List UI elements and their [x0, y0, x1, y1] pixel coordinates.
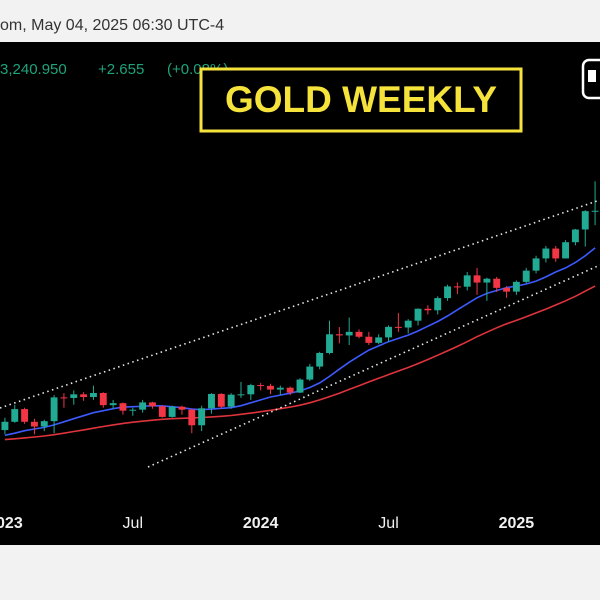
candle-body — [562, 242, 570, 259]
candle-body — [473, 275, 481, 283]
candle-body — [444, 286, 451, 299]
candle-body — [99, 392, 107, 406]
header-bar — [0, 0, 600, 42]
x-tick-label: Jul — [378, 515, 398, 532]
candle-body — [404, 320, 412, 328]
price: 3,240.950 — [0, 61, 67, 78]
candle-body — [158, 406, 166, 417]
candle-body — [493, 278, 501, 288]
candle-body — [375, 337, 383, 343]
candle-body — [483, 278, 491, 283]
candle-body — [217, 393, 225, 407]
candle-body — [178, 406, 186, 410]
subtitle: om, May 04, 2025 06:30 UTC-4 — [0, 17, 224, 34]
x-tick-label: 2025 — [499, 515, 535, 532]
candle-body — [90, 392, 97, 398]
candle-body — [208, 393, 215, 409]
title-box — [199, 67, 523, 133]
candle-body — [60, 397, 68, 399]
candle-body — [424, 308, 432, 311]
candle-body — [552, 248, 560, 259]
plot — [1, 181, 599, 441]
x-tick-label: Jul — [123, 515, 143, 532]
candle-body — [119, 403, 127, 411]
candle-body — [296, 379, 304, 393]
candle-body — [149, 402, 156, 407]
candle-body — [286, 387, 294, 393]
candle-body — [168, 406, 176, 417]
candle-body — [326, 334, 333, 353]
candle-body — [11, 409, 19, 422]
candle-body — [571, 229, 579, 243]
candle-body — [257, 385, 265, 387]
candle-body — [276, 387, 284, 390]
candle-body — [1, 421, 9, 431]
candle-body — [345, 331, 353, 336]
candle-body — [306, 366, 314, 380]
candle-body — [385, 326, 392, 338]
x-tick-label: 2023 — [0, 515, 23, 532]
candle-body — [316, 352, 324, 367]
candle-body — [80, 394, 88, 398]
candle-body — [512, 281, 520, 292]
candle-body — [40, 421, 48, 427]
candle-body — [247, 385, 255, 395]
candle-body — [237, 394, 245, 396]
candle-body — [267, 385, 274, 390]
candle-body — [414, 308, 422, 321]
candle-body — [532, 258, 540, 271]
candle-body — [522, 270, 530, 282]
candle-body — [365, 336, 373, 343]
candle-body — [591, 210, 599, 212]
candle-body — [542, 248, 550, 259]
candle-body — [139, 402, 147, 410]
candle-body — [198, 408, 206, 426]
candle-body — [434, 298, 442, 311]
toolbar-icon-glyph — [588, 70, 596, 82]
candle-body — [394, 326, 402, 328]
candle-body — [50, 397, 58, 422]
candle-body — [21, 409, 29, 422]
chart-title: GOLD WEEKLY — [225, 79, 497, 120]
candle-body — [30, 421, 38, 427]
candle-body — [581, 211, 589, 230]
moving-average-line — [4, 285, 596, 441]
candle-body — [227, 394, 235, 407]
x-tick-label: 2024 — [243, 515, 279, 532]
candle-body — [109, 403, 117, 406]
candle-body — [70, 394, 78, 398]
price-change: +2.655 — [98, 61, 144, 78]
candle-body — [463, 275, 471, 287]
candle-body — [355, 331, 363, 337]
candle-body — [335, 334, 343, 336]
candle-body — [453, 286, 461, 288]
candle-body — [188, 409, 196, 426]
upper-trendline — [0, 199, 600, 409]
candle-body — [129, 409, 137, 411]
candle-body — [503, 287, 510, 292]
